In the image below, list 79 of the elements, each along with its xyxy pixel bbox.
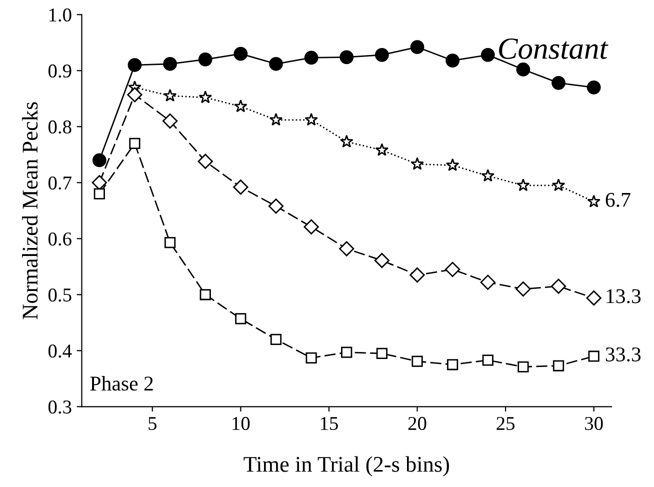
point bbox=[127, 87, 142, 102]
point bbox=[480, 48, 495, 62]
point bbox=[304, 50, 318, 65]
point bbox=[164, 236, 176, 248]
point bbox=[410, 40, 424, 54]
point bbox=[233, 180, 248, 195]
point bbox=[269, 56, 283, 71]
point bbox=[446, 54, 460, 68]
point bbox=[269, 112, 283, 126]
point bbox=[410, 157, 424, 170]
point bbox=[588, 350, 600, 362]
point bbox=[234, 100, 248, 112]
point bbox=[129, 138, 140, 149]
y-tick-label: 0.4 bbox=[48, 344, 72, 358]
y-tick-label: 0.7 bbox=[48, 176, 72, 190]
series-label: 33.3 bbox=[606, 347, 641, 362]
point bbox=[445, 262, 460, 278]
y-tick-label: 0.3 bbox=[48, 400, 72, 414]
y-axis-title: Normalized Mean Pecks bbox=[22, 102, 38, 320]
point bbox=[482, 354, 494, 366]
x-tick-label: 10 bbox=[232, 416, 250, 430]
point bbox=[552, 178, 566, 192]
point bbox=[304, 112, 318, 126]
x-tick-label: 30 bbox=[585, 416, 603, 430]
annotation: Phase 2 bbox=[90, 376, 153, 391]
point bbox=[268, 198, 284, 214]
x-tick-label: 25 bbox=[496, 416, 515, 430]
point bbox=[412, 356, 423, 367]
point bbox=[341, 346, 352, 358]
x-tick-label: 5 bbox=[148, 417, 156, 430]
series-label: Constant bbox=[499, 38, 608, 59]
point bbox=[92, 175, 107, 190]
point bbox=[481, 168, 495, 182]
point bbox=[340, 134, 354, 148]
point bbox=[447, 359, 458, 370]
point bbox=[375, 143, 389, 156]
point bbox=[94, 188, 105, 200]
point bbox=[235, 313, 246, 324]
point bbox=[550, 278, 566, 294]
series-label: 13.3 bbox=[606, 289, 641, 304]
point bbox=[446, 158, 460, 172]
x-axis-title: Time in Trial (2-s bins) bbox=[244, 456, 449, 476]
point bbox=[340, 50, 354, 64]
point bbox=[516, 281, 531, 297]
point bbox=[270, 334, 282, 345]
point bbox=[163, 88, 177, 102]
point bbox=[518, 361, 529, 372]
point bbox=[516, 62, 530, 76]
point bbox=[162, 113, 178, 129]
point bbox=[339, 241, 354, 256]
y-tick-label: 0.9 bbox=[48, 64, 72, 78]
y-tick-label: 0.8 bbox=[48, 120, 72, 134]
point bbox=[198, 90, 212, 104]
point bbox=[480, 274, 496, 290]
y-tick-label: 0.5 bbox=[48, 288, 72, 302]
point bbox=[128, 58, 142, 72]
y-tick-label: 1.0 bbox=[49, 8, 72, 22]
x-tick-label: 15 bbox=[320, 417, 338, 430]
point bbox=[374, 252, 390, 268]
point bbox=[552, 360, 564, 372]
point bbox=[200, 289, 211, 300]
point bbox=[306, 352, 317, 364]
point bbox=[198, 52, 212, 66]
point bbox=[92, 153, 106, 168]
point bbox=[198, 154, 213, 169]
point bbox=[587, 194, 600, 208]
point bbox=[552, 76, 566, 90]
point bbox=[586, 80, 601, 94]
series-label: 6.7 bbox=[606, 192, 630, 207]
point bbox=[234, 46, 248, 61]
point bbox=[586, 290, 602, 306]
point bbox=[410, 267, 425, 283]
x-tick-label: 20 bbox=[408, 416, 426, 430]
point bbox=[304, 219, 319, 234]
y-tick-label: 0.6 bbox=[48, 232, 72, 246]
point bbox=[376, 348, 388, 359]
point bbox=[374, 48, 389, 62]
point bbox=[516, 178, 530, 192]
point bbox=[163, 56, 177, 71]
